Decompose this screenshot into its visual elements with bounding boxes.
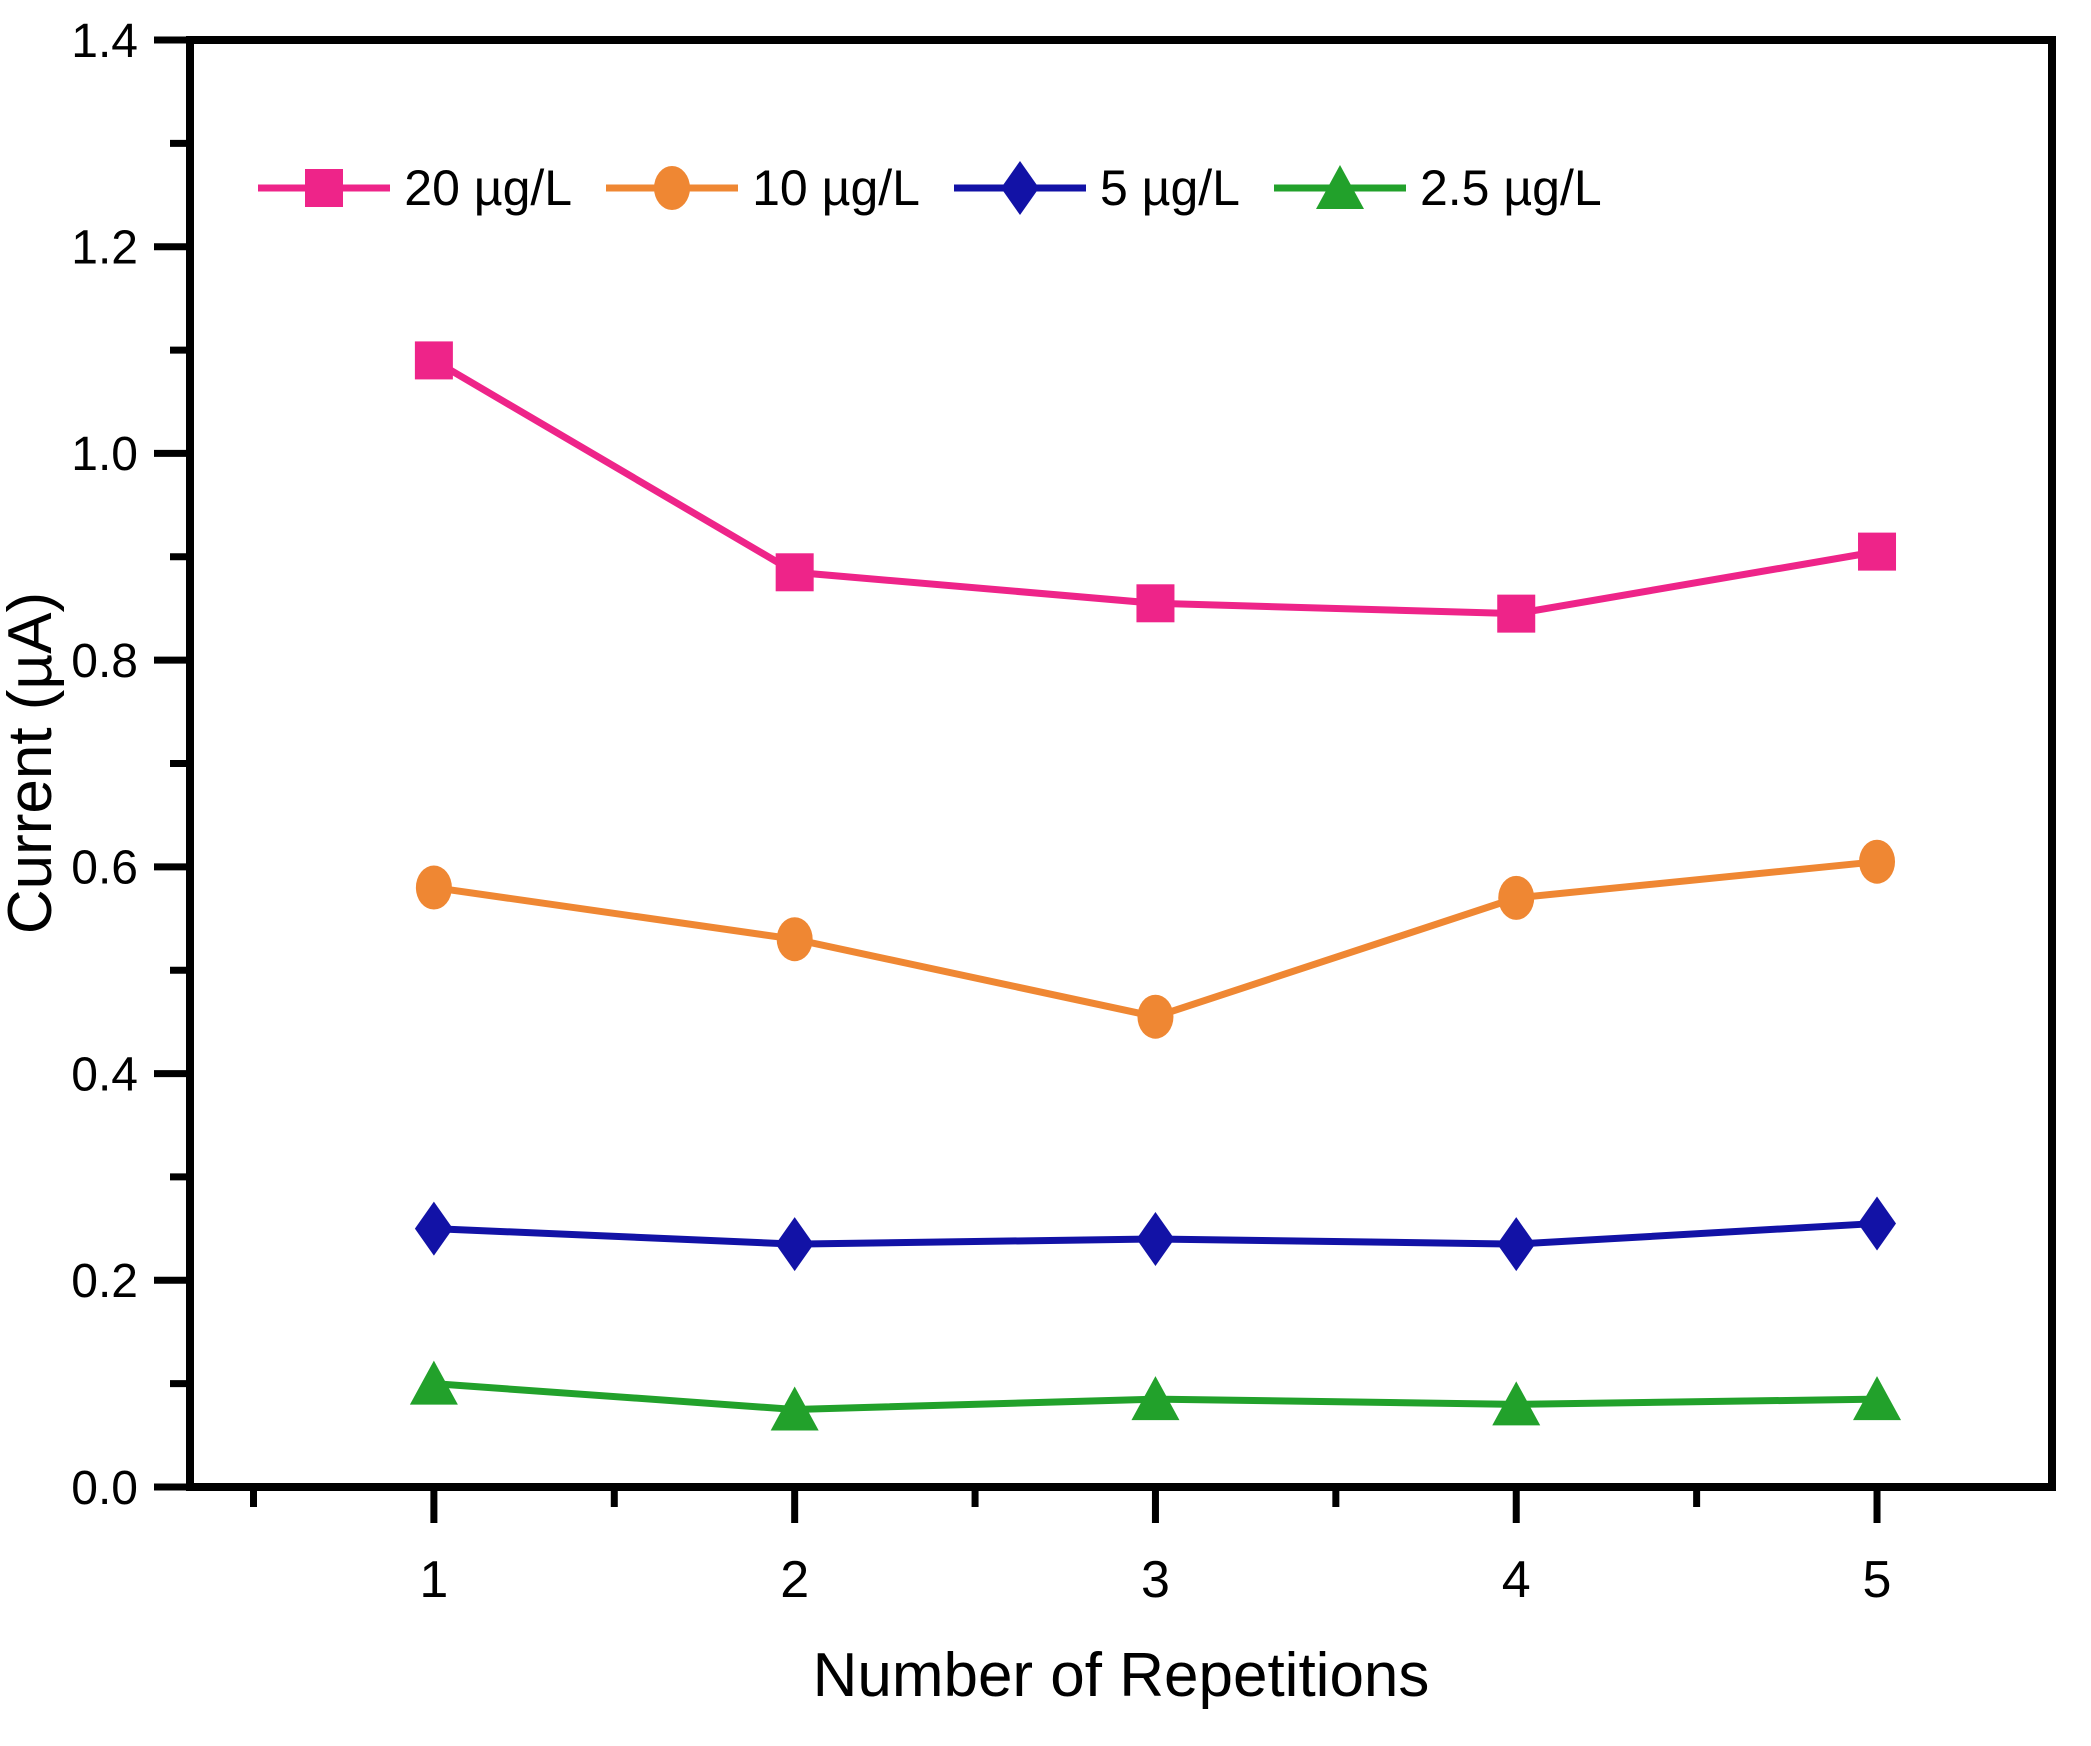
series-line-0 [432, 357, 1878, 618]
x-tick-label: 4 [1502, 1551, 1531, 1609]
y-tick-label: 0.6 [71, 842, 138, 895]
marker-triangle [1315, 165, 1364, 209]
x-axis-title: Number of Repetitions [812, 1641, 1430, 1710]
marker-diamond [1000, 161, 1039, 215]
legend-item-0: 20 µg/L [258, 156, 572, 220]
marker-square [414, 341, 453, 380]
marker-circle [654, 166, 691, 210]
x-tick-label: 3 [1141, 1551, 1170, 1609]
legend-swatch-circle-icon [606, 166, 739, 210]
y-tick-label: 0.0 [71, 1462, 138, 1515]
y-tick-label: 1.2 [71, 222, 138, 275]
marker-diamond [775, 1217, 814, 1272]
legend-label: 2.5 µg/L [1419, 160, 1602, 216]
marker-diamond [1858, 1196, 1897, 1251]
legend-label: 20 µg/L [404, 160, 573, 216]
y-tick-label: 0.2 [71, 1255, 138, 1308]
legend-swatch-triangle-icon [1273, 165, 1406, 209]
marker-diamond [1497, 1217, 1536, 1272]
x-tick-label: 5 [1863, 1551, 1892, 1609]
marker-triangle [770, 1386, 819, 1431]
y-axis-title: Current (µA) [0, 591, 65, 935]
legend-item-2: 5 µg/L [953, 156, 1240, 220]
legend: 20 µg/L 10 µg/L 5 µg/L 2.5 µg/L [150, 148, 1710, 228]
marker-square [1858, 532, 1897, 571]
x-tick-label: 1 [419, 1551, 448, 1609]
marker-triangle [1131, 1376, 1180, 1421]
marker-circle [1498, 875, 1535, 920]
marker-circle [1137, 994, 1174, 1039]
marker-triangle [1853, 1376, 1902, 1421]
y-tick-label: 1.4 [71, 15, 138, 68]
marker-circle [1859, 839, 1896, 884]
marker-diamond [1136, 1211, 1175, 1266]
legend-label: 10 µg/L [752, 160, 920, 216]
legend-label: 5 µg/L [1099, 160, 1240, 216]
marker-circle [776, 917, 813, 962]
y-tick-label: 1.0 [71, 428, 138, 481]
legend-item-1: 10 µg/L [606, 156, 920, 220]
x-tick-label: 2 [780, 1551, 809, 1609]
series-line-1 [433, 858, 1878, 1021]
marker-triangle [1492, 1381, 1541, 1426]
marker-circle [415, 865, 452, 910]
marker-square [1136, 584, 1175, 623]
plot-border [186, 36, 2056, 1491]
legend-swatch-diamond-icon [953, 161, 1086, 215]
marker-triangle [409, 1360, 458, 1405]
marker-diamond [414, 1201, 453, 1256]
marker-square [775, 553, 814, 592]
marker-square [305, 169, 344, 207]
legend-swatch-square-icon [258, 169, 391, 207]
y-tick-label: 0.8 [71, 635, 138, 688]
y-tick-label: 0.4 [71, 1048, 138, 1101]
marker-square [1497, 594, 1536, 633]
legend-item-3: 2.5 µg/L [1273, 156, 1602, 220]
